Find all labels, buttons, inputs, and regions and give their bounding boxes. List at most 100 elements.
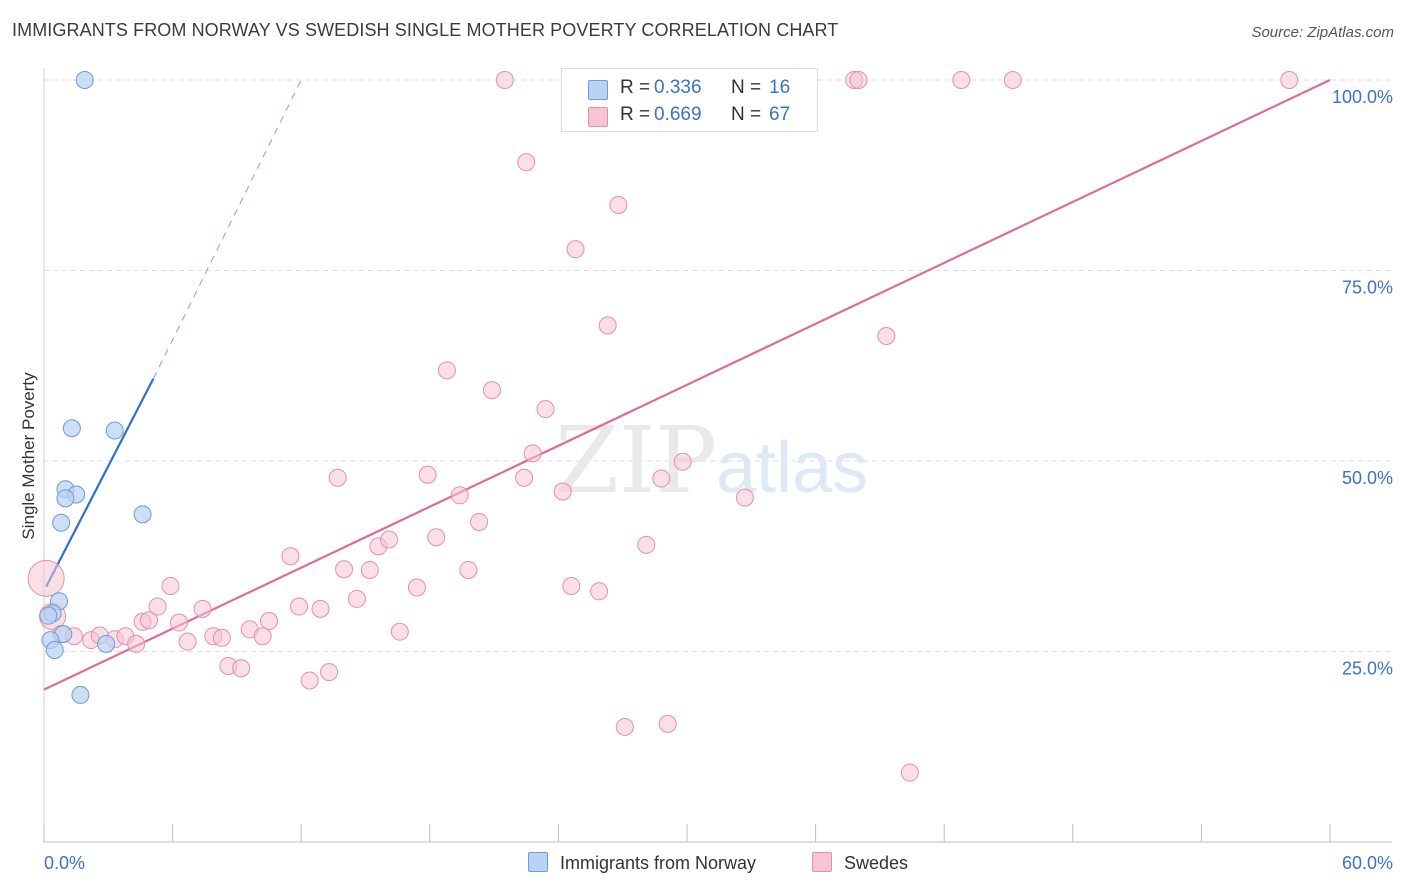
swedes-point [300, 671, 319, 690]
norway-n-value: 16 [769, 77, 791, 98]
swedes-point [232, 659, 251, 678]
swedes-point [470, 512, 489, 531]
swedes-point [140, 611, 159, 630]
y-tick-label: 100.0% [1332, 87, 1393, 107]
trend-layer [43, 79, 1331, 691]
swedes-point [27, 559, 65, 597]
swedes-n-value: 67 [769, 104, 791, 125]
swedes-point [536, 400, 555, 419]
swedes-point [450, 486, 469, 505]
norway-swatch [588, 80, 608, 100]
swedes-point [952, 71, 971, 89]
bottom-swedes-swatch [812, 852, 832, 872]
swedes-point [658, 714, 677, 733]
swedes-point [427, 528, 446, 547]
norway-point [56, 489, 75, 508]
swedes-point [212, 628, 231, 647]
norway-point [52, 513, 71, 532]
norway-point [39, 606, 58, 625]
swedes-point [380, 530, 399, 549]
norway-trend-extension [152, 79, 302, 379]
grid-layer [44, 79, 1392, 652]
swedes-point [290, 597, 309, 616]
swedes-point [590, 582, 609, 601]
watermark: ZIP atlas [555, 407, 868, 514]
swedes-point [335, 560, 354, 579]
swedes-point [652, 469, 671, 488]
bottom-swedes-label: Swedes [844, 853, 909, 873]
swedes-point [253, 627, 272, 646]
bottom-norway-label: Immigrants from Norway [560, 853, 757, 873]
swedes-point [178, 632, 197, 651]
norway-point [133, 505, 152, 524]
swedes-point [437, 361, 456, 380]
bottom-legend-swedes: Swedes [812, 852, 908, 874]
source-label: Source: ZipAtlas.com [1251, 24, 1394, 41]
norway-r-label: R = [620, 77, 651, 98]
norway-point [75, 71, 94, 89]
swedes-point [673, 452, 692, 471]
norway-n-label: N = [731, 77, 762, 98]
chart-title: IMMIGRANTS FROM NORWAY VS SWEDISH SINGLE… [12, 20, 839, 40]
swedes-point [281, 547, 300, 566]
y-axis-title: Single Mother Poverty [19, 372, 38, 540]
swedes-point [482, 381, 501, 400]
swedes-point [1280, 71, 1299, 89]
norway-point [62, 419, 81, 438]
swedes-n-label: N = [731, 104, 762, 125]
swedes-point [148, 597, 167, 616]
norway-trend-line [45, 378, 155, 588]
swedes-point [347, 589, 366, 608]
swedes-point [170, 613, 189, 632]
swedes-point [562, 576, 581, 595]
norway-r-value: 0.336 [654, 77, 702, 98]
x-tick-label: 0.0% [44, 853, 85, 873]
swedes-point [523, 444, 542, 463]
y-tick-label: 75.0% [1342, 278, 1393, 298]
x-tick-label: 60.0% [1342, 853, 1393, 873]
swedes-r-value: 0.669 [654, 104, 702, 125]
swedes-swatch [588, 107, 608, 127]
swedes-point [328, 468, 347, 487]
norway-point [45, 640, 64, 659]
swedes-point [735, 488, 754, 507]
bottom-norway-swatch [528, 852, 548, 872]
norway-point [105, 421, 124, 440]
correlation-legend: R = 0.336 N = 16 R = 0.669 N = 67 [561, 68, 818, 132]
swedes-point [360, 560, 379, 579]
swedes-point [390, 622, 409, 641]
swedes-point [900, 763, 919, 782]
swedes-point [566, 240, 585, 259]
swedes-point [598, 316, 617, 335]
swedes-point [459, 560, 478, 579]
swedes-point [517, 153, 536, 172]
label-layer: 25.0% 50.0% 75.0% 100.0% 0.0% 60.0% Single Mot… [19, 87, 1393, 873]
swedes-trend-line [43, 79, 1331, 691]
swedes-point [193, 599, 212, 618]
swedes-point [849, 71, 868, 89]
swedes-point [311, 599, 330, 618]
y-tick-label: 50.0% [1342, 468, 1393, 488]
swedes-point [495, 71, 514, 89]
swedes-point [161, 576, 180, 595]
norway-point [71, 685, 90, 704]
bottom-legend-norway: Immigrants from Norway [528, 852, 756, 874]
swedes-point [1003, 71, 1022, 89]
swedes-point [877, 327, 896, 346]
watermark-zip: ZIP [555, 407, 717, 514]
swedes-point [609, 195, 628, 214]
swedes-point [407, 578, 426, 597]
swedes-point [515, 468, 534, 487]
swedes-point [320, 663, 339, 682]
swedes-point [127, 634, 146, 653]
swedes-point [418, 465, 437, 484]
swedes-point [615, 717, 634, 736]
y-tick-label: 25.0% [1342, 659, 1393, 679]
swedes-point [553, 482, 572, 501]
swedes-point [637, 535, 656, 554]
norway-point [97, 634, 116, 653]
axes-layer [43, 68, 1392, 843]
swedes-r-label: R = [620, 104, 651, 125]
swedes-point [260, 612, 279, 631]
